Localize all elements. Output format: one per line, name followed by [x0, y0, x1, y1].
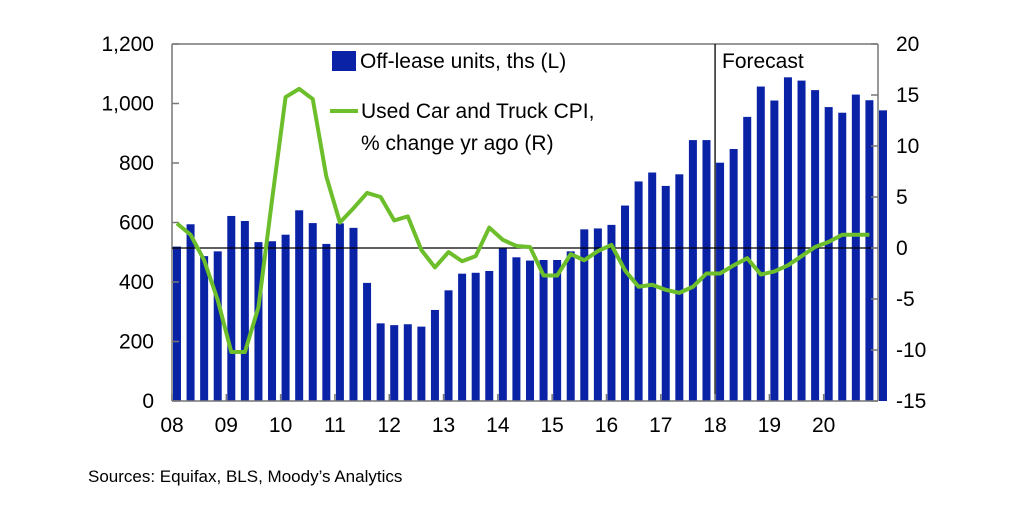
bar — [580, 229, 588, 401]
left-tick-label: 200 — [119, 331, 154, 354]
bar — [512, 257, 520, 401]
bar — [662, 186, 670, 401]
left-tick-label: 1,200 — [101, 33, 154, 56]
bar — [689, 140, 697, 401]
bar — [553, 260, 561, 401]
x-tick-label: 19 — [758, 414, 781, 437]
legend-bar-swatch — [332, 51, 356, 71]
bar — [349, 228, 357, 401]
bar — [702, 140, 710, 401]
bar — [716, 163, 724, 401]
x-tick-label: 13 — [432, 414, 455, 437]
x-tick-label: 18 — [703, 414, 726, 437]
bar — [499, 248, 507, 401]
bar — [187, 224, 195, 401]
legend-bar-label: Off-lease units, ths (L) — [360, 50, 566, 73]
cpi-line — [177, 89, 869, 352]
x-tick-label: 11 — [324, 414, 346, 437]
left-tick-label: 400 — [119, 271, 154, 294]
x-tick-label: 17 — [649, 414, 672, 437]
bar — [472, 273, 480, 401]
bar — [214, 251, 222, 401]
bar — [540, 260, 548, 401]
bar — [621, 206, 629, 401]
bar — [295, 210, 303, 401]
bar — [377, 323, 385, 401]
legend-line-label-2: % change yr ago (R) — [361, 132, 554, 155]
left-tick-label: 1,000 — [101, 93, 154, 116]
bar — [173, 247, 181, 401]
bar — [567, 251, 575, 401]
bar — [730, 149, 738, 401]
source-note: Sources: Equifax, BLS, Moody’s Analytics — [88, 467, 402, 486]
bar — [445, 290, 453, 401]
bar — [838, 113, 846, 401]
x-tick-label: 10 — [269, 414, 292, 437]
line-series — [177, 89, 870, 352]
bar — [526, 261, 534, 401]
right-tick-label: -10 — [896, 339, 926, 362]
bar — [485, 271, 493, 401]
bar — [635, 181, 643, 401]
x-tick-label: 15 — [540, 414, 563, 437]
x-tick-label: 16 — [595, 414, 618, 437]
bar — [336, 223, 344, 401]
x-tick-label: 08 — [160, 414, 183, 437]
bar — [798, 81, 806, 401]
x-tick-label: 14 — [486, 414, 510, 437]
right-tick-label: 20 — [896, 33, 919, 56]
legend-line-label-1: Used Car and Truck CPI, — [361, 100, 594, 123]
bar — [363, 283, 371, 401]
bar — [322, 244, 330, 401]
bar — [675, 174, 683, 401]
right-tick-label: 10 — [896, 135, 919, 158]
left-tick-label: 0 — [142, 390, 154, 413]
bar — [431, 310, 439, 401]
x-tick-label: 20 — [812, 414, 835, 437]
bar — [282, 235, 290, 401]
forecast-label: Forecast — [722, 50, 804, 73]
x-tick-label: 12 — [378, 414, 401, 437]
right-tick-label: 5 — [896, 186, 908, 209]
bar — [390, 325, 398, 401]
right-tick-label: -5 — [896, 288, 915, 311]
left-tick-label: 600 — [119, 212, 154, 235]
bar — [458, 274, 466, 401]
bar — [825, 107, 833, 401]
bar — [417, 327, 425, 401]
x-tick-label: 09 — [215, 414, 238, 437]
bar — [770, 101, 778, 401]
bar — [309, 223, 317, 401]
bar — [757, 87, 765, 401]
right-tick-label: 0 — [896, 237, 908, 260]
bar — [879, 110, 887, 401]
bar — [784, 77, 792, 401]
left-tick-label: 800 — [119, 152, 154, 175]
bar — [268, 241, 276, 401]
right-tick-label: -15 — [896, 390, 926, 413]
legend: Off-lease units, ths (L) Used Car and Tr… — [330, 50, 594, 155]
bar — [200, 256, 208, 401]
bar — [404, 324, 412, 401]
bar — [227, 216, 235, 401]
right-tick-label: 15 — [896, 84, 919, 107]
